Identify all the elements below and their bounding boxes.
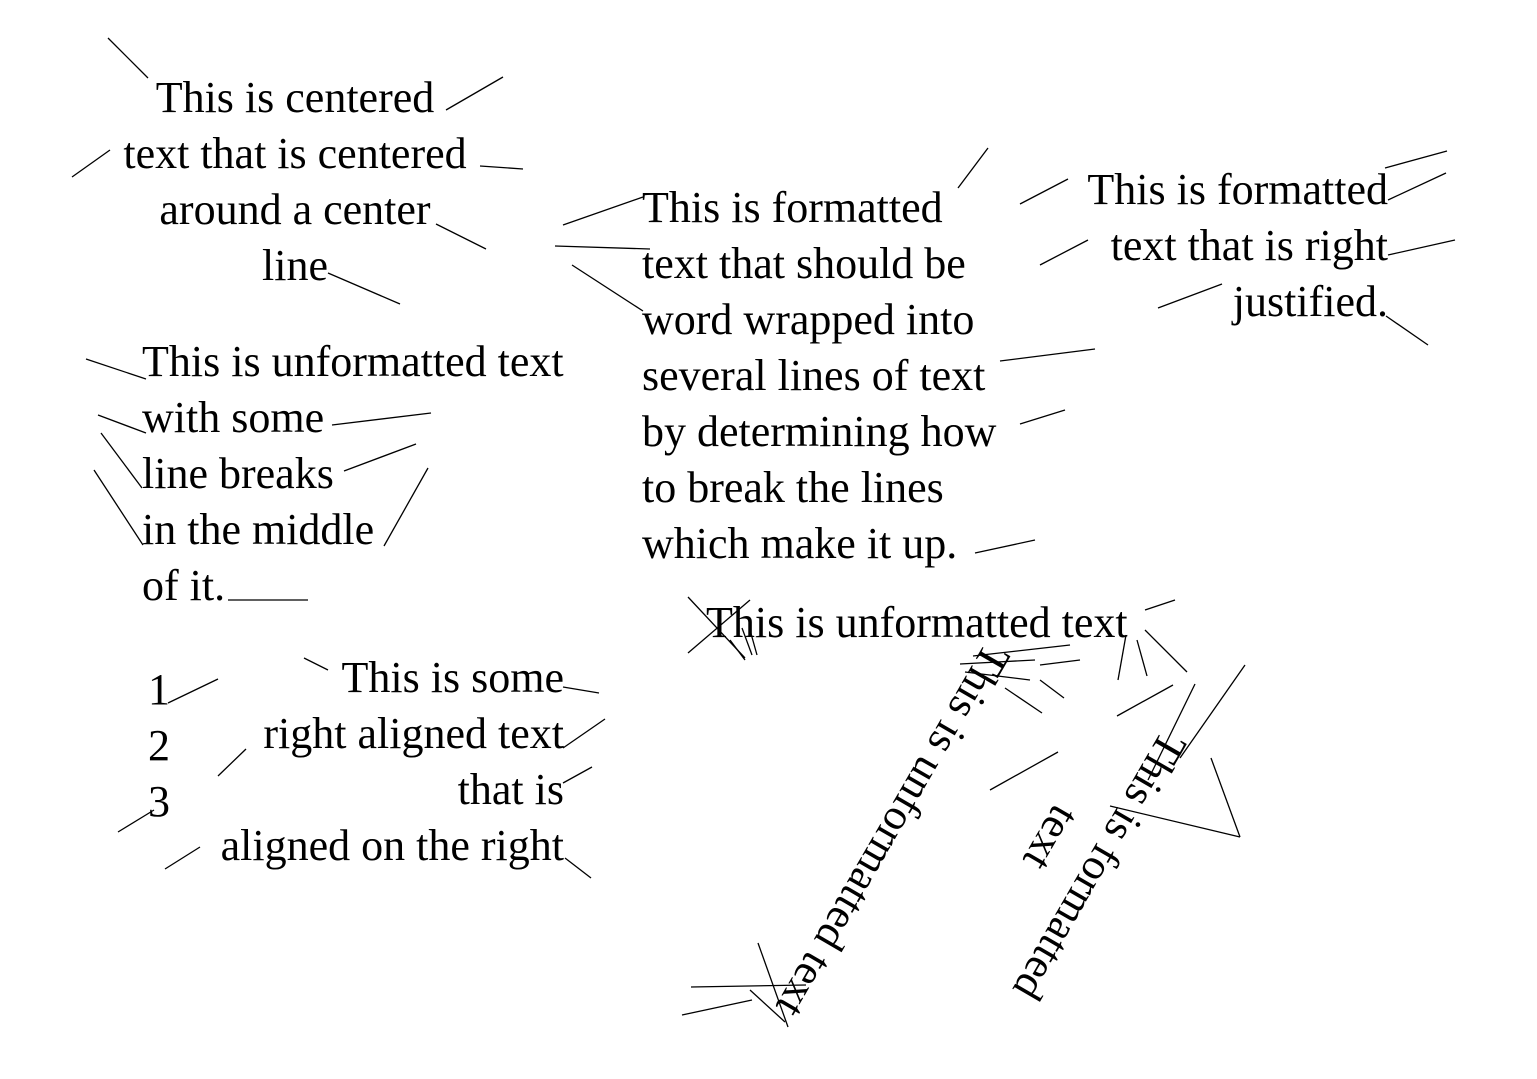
wrapped-line-4: several lines of text (642, 351, 986, 400)
unformatted-line-2: with some (142, 393, 325, 442)
number-item: 3 (148, 777, 170, 826)
right-justified-line-3: justified. (1232, 277, 1388, 326)
right-justified-text-block: This is formatted text that is right jus… (1040, 162, 1388, 330)
wrapped-line-5: by determining how (642, 407, 997, 456)
wrapped-line-6: to break the lines (642, 463, 944, 512)
unformatted-line-1: This is unformatted text (142, 337, 564, 386)
unformatted-line-4: in the middle (142, 505, 375, 554)
number-item: 1 (148, 665, 170, 714)
right-justified-line-1: This is formatted (1087, 165, 1388, 214)
centered-text-block: This is centered text that is centered a… (95, 70, 495, 294)
wrapped-text-block: This is formatted text that should be wo… (642, 180, 996, 572)
wrapped-line-2: text that should be (642, 239, 966, 288)
centered-line-1: This is centered (155, 73, 435, 122)
wrapped-line-7: which make it up. (642, 519, 958, 568)
right-aligned-line-2: right aligned text (263, 709, 564, 758)
right-aligned-line-4: aligned on the right (220, 821, 564, 870)
centered-line-3: around a center (159, 185, 431, 234)
right-aligned-text-block: This is some right aligned text that is … (180, 650, 564, 874)
wrapped-line-3: word wrapped into (642, 295, 975, 344)
right-aligned-line-3: that is (457, 765, 564, 814)
right-aligned-line-1: This is some (341, 653, 564, 702)
centered-line-4: line (262, 241, 328, 290)
number-item: 2 (148, 721, 170, 770)
centered-line-2: text that is centered (123, 129, 467, 178)
unformatted-line-5: of it. (142, 561, 226, 610)
right-justified-line-2: text that is right (1110, 221, 1388, 270)
wrapped-line-1: This is formatted (642, 183, 943, 232)
unformatted-text-block: This is unformatted text with some line … (142, 334, 564, 614)
unformatted-horizontal-line: This is unformatted text (706, 598, 1128, 647)
unformatted-line-3: line breaks (142, 449, 334, 498)
number-list: 1 2 3 (148, 662, 170, 830)
unformatted-text-horizontal: This is unformatted text (706, 595, 1128, 651)
